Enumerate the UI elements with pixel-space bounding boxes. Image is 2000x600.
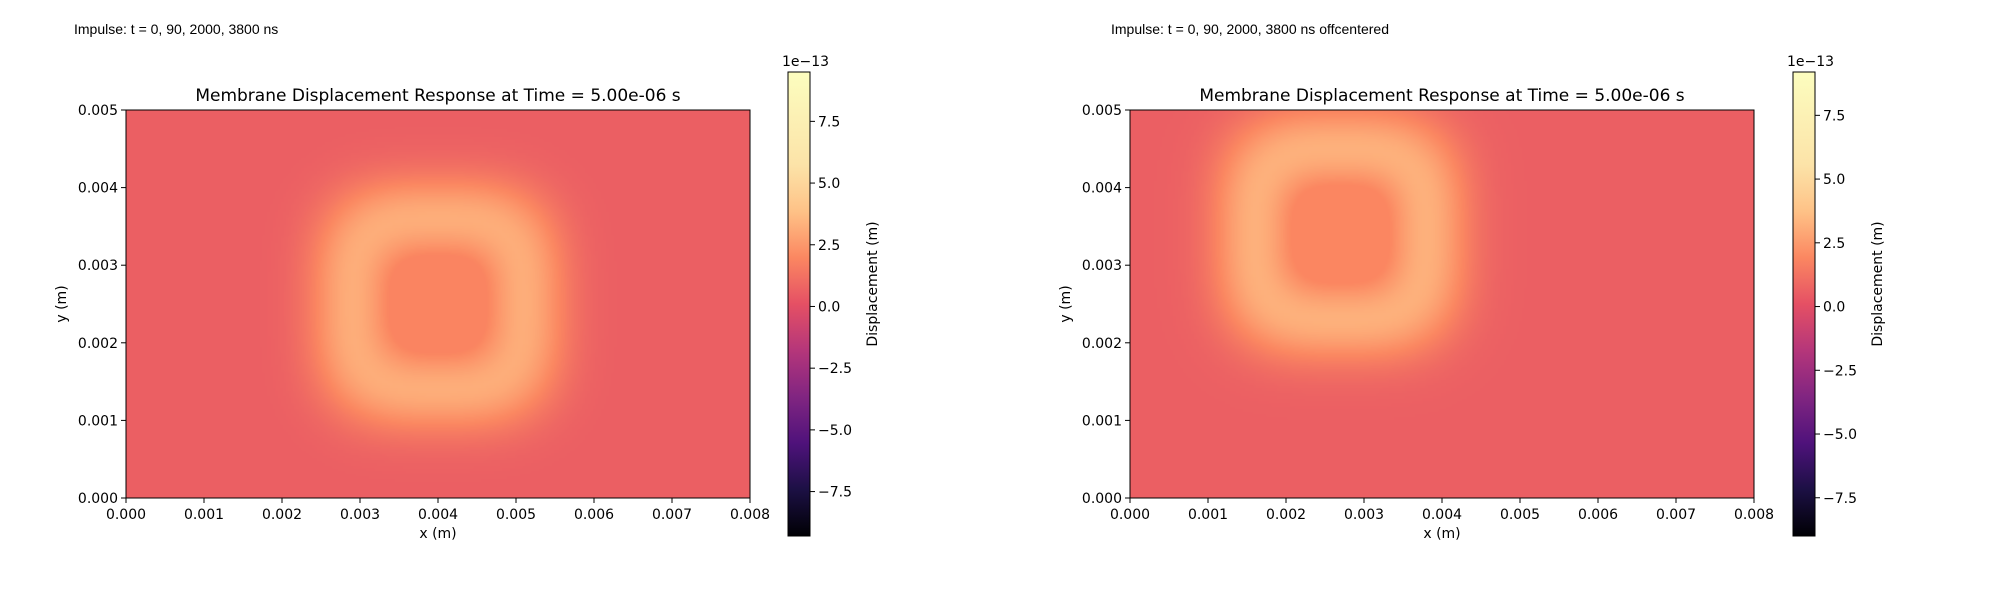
- colorbar-tick-label: −5.0: [1823, 427, 1857, 443]
- colorbar-tick-label: 7.5: [818, 114, 840, 130]
- x-tick-label: 0.004: [418, 507, 458, 523]
- colorbar-tick-label: 0.0: [818, 299, 840, 315]
- x-tick-label: 0.001: [1188, 507, 1228, 523]
- colorbar-tick-label: −5.0: [818, 423, 852, 439]
- y-tick-label: 0.004: [78, 181, 118, 197]
- x-axis-label: x (m): [1423, 526, 1460, 542]
- colorbar-tick-label: 7.5: [1823, 108, 1845, 124]
- colorbar: [1792, 71, 1816, 537]
- figure-left: Impulse: t = 0, 90, 2000, 3800 ns Membra…: [54, 21, 881, 542]
- y-tick-label: 0.001: [1082, 413, 1122, 429]
- figure-caption: Impulse: t = 0, 90, 2000, 3800 ns: [74, 21, 279, 37]
- y-tick-label: 0.005: [1082, 103, 1122, 119]
- y-tick-label: 0.002: [78, 336, 118, 352]
- x-tick-label: 0.003: [340, 507, 380, 523]
- heatmap-field: [1130, 110, 1754, 498]
- x-tick-label: 0.000: [1110, 507, 1150, 523]
- y-axis-label: y (m): [54, 285, 70, 322]
- colorbar-offset-text: 1e−13: [782, 54, 829, 70]
- x-tick-label: 0.008: [730, 507, 770, 523]
- y-tick-label: 0.003: [78, 258, 118, 274]
- colorbar: [787, 71, 811, 537]
- x-tick-label: 0.000: [106, 507, 146, 523]
- y-tick-label: 0.005: [78, 103, 118, 119]
- chart-title: Membrane Displacement Response at Time =…: [195, 86, 680, 106]
- y-tick-label: 0.003: [1082, 258, 1122, 274]
- colorbar-offset-text: 1e−13: [1787, 54, 1834, 70]
- x-tick-label: 0.001: [184, 507, 224, 523]
- colorbar-tick-label: −7.5: [818, 485, 852, 501]
- x-tick-label: 0.004: [1422, 507, 1462, 523]
- colorbar-tick-label: 5.0: [1823, 172, 1845, 188]
- heatmap-chart: Membrane Displacement Response at Time =…: [54, 54, 881, 542]
- x-tick-label: 0.005: [1500, 507, 1540, 523]
- x-tick-label: 0.008: [1734, 507, 1774, 523]
- colorbar-tick-label: −7.5: [1823, 491, 1857, 507]
- colorbar-tick-label: 2.5: [818, 238, 840, 254]
- x-tick-label: 0.007: [652, 507, 692, 523]
- y-tick-label: 0.000: [78, 491, 118, 507]
- x-tick-label: 0.003: [1344, 507, 1384, 523]
- colorbar-label: Displacement (m): [1870, 221, 1886, 346]
- y-tick-label: 0.000: [1082, 491, 1122, 507]
- x-tick-label: 0.002: [262, 507, 302, 523]
- heatmap-field: [126, 110, 750, 498]
- chart-title: Membrane Displacement Response at Time =…: [1199, 86, 1684, 106]
- y-tick-label: 0.002: [1082, 336, 1122, 352]
- heatmap-chart: Membrane Displacement Response at Time =…: [1058, 54, 1886, 542]
- colorbar-tick-label: 0.0: [1823, 300, 1845, 316]
- x-tick-label: 0.007: [1656, 507, 1696, 523]
- y-axis-label: y (m): [1058, 285, 1074, 322]
- colorbar-tick-label: −2.5: [818, 361, 852, 377]
- colorbar-tick-label: −2.5: [1823, 363, 1857, 379]
- y-tick-label: 0.001: [78, 413, 118, 429]
- colorbar-tick-label: 2.5: [1823, 236, 1845, 252]
- y-tick-label: 0.004: [1082, 181, 1122, 197]
- x-tick-label: 0.005: [496, 507, 536, 523]
- x-tick-label: 0.006: [1578, 507, 1618, 523]
- colorbar-label: Displacement (m): [865, 221, 881, 346]
- colorbar-tick-label: 5.0: [818, 176, 840, 192]
- x-axis-label: x (m): [419, 526, 456, 542]
- figure-caption: Impulse: t = 0, 90, 2000, 3800 ns offcen…: [1111, 21, 1389, 37]
- x-tick-label: 0.002: [1266, 507, 1306, 523]
- x-tick-label: 0.006: [574, 507, 614, 523]
- figure-right: Impulse: t = 0, 90, 2000, 3800 ns offcen…: [1000, 0, 2000, 600]
